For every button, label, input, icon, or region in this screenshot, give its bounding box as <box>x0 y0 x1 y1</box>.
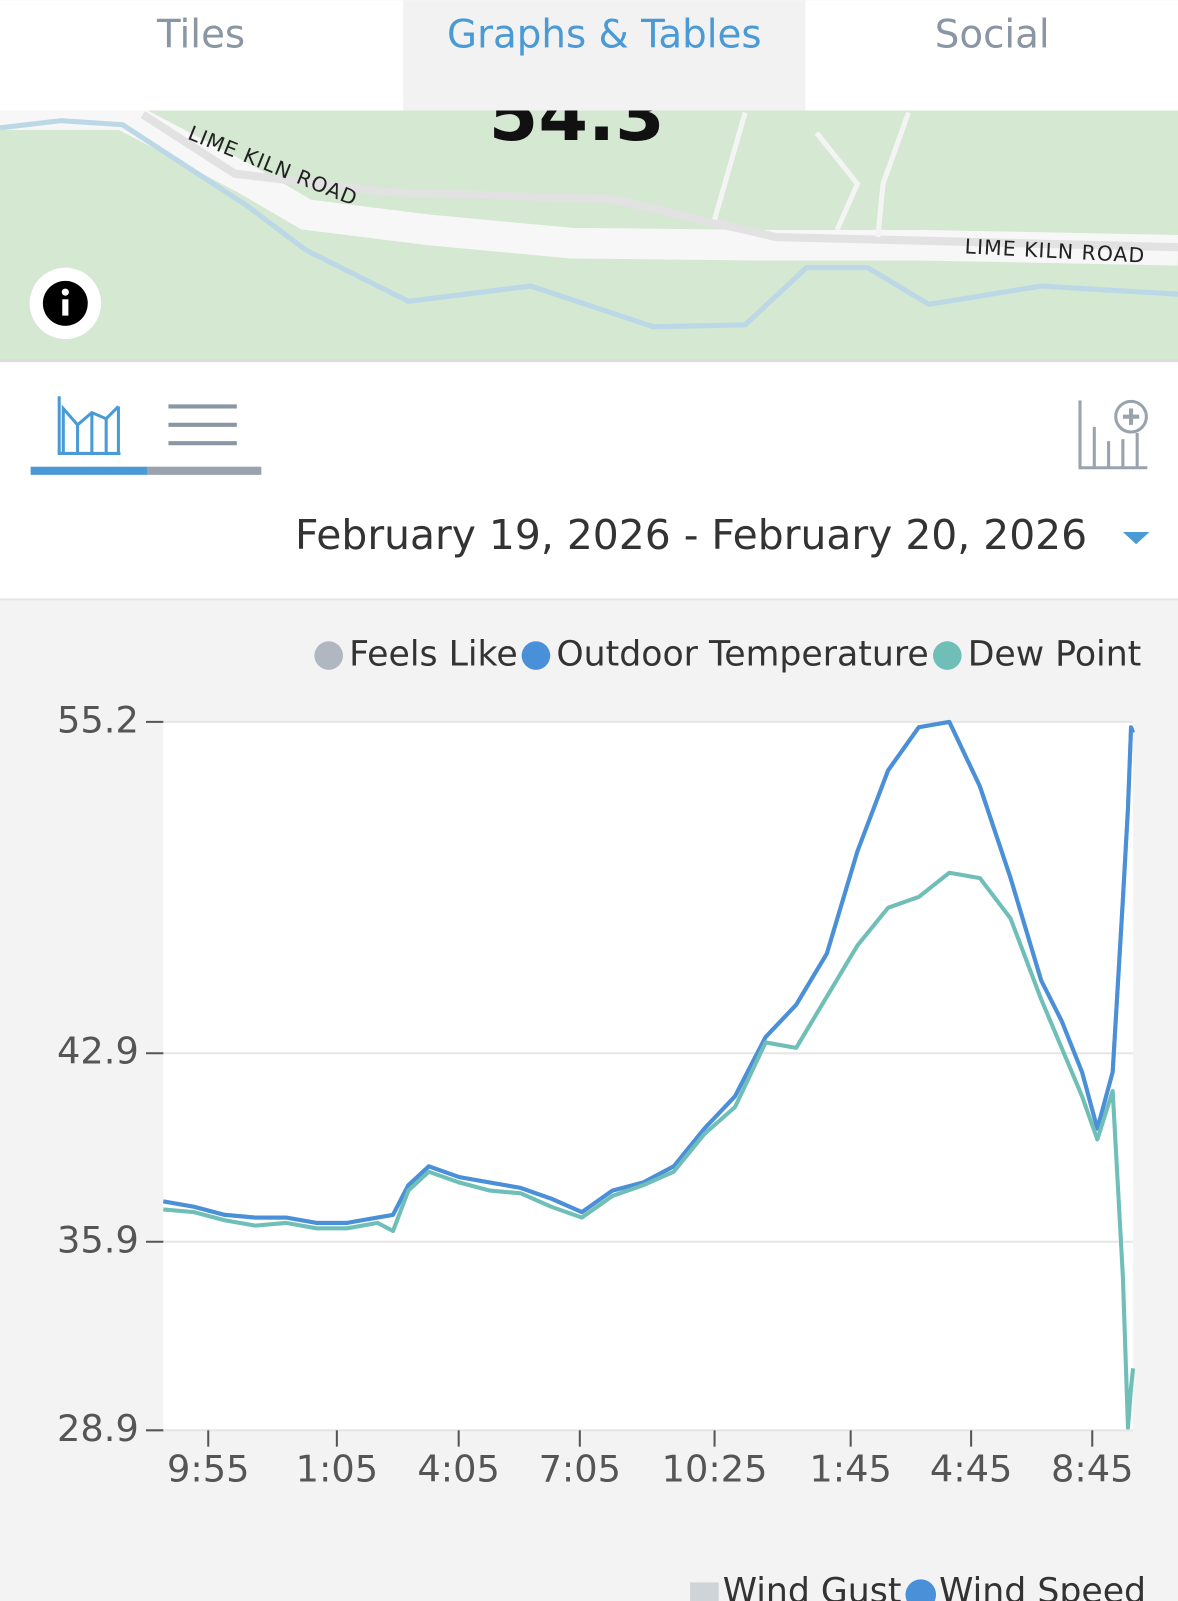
x-tick-label: 9:55 <box>167 1448 250 1491</box>
legend-swatch <box>690 1582 719 1601</box>
x-tick-label: 1:05 <box>296 1448 379 1491</box>
road <box>0 110 1178 266</box>
tab[interactable]: Tiles <box>156 12 245 57</box>
legend-label: Wind Gust <box>723 1572 902 1601</box>
x-tick-label: 4:05 <box>417 1448 500 1491</box>
tab[interactable]: Social <box>935 12 1050 57</box>
y-tick-label: 42.9 <box>57 1030 139 1073</box>
x-tick-label: 8:45 <box>1051 1448 1134 1491</box>
map-value: 54.3 <box>489 74 665 157</box>
legend-label: Outdoor Temperature <box>556 635 928 675</box>
legend-swatch <box>314 641 343 670</box>
table-view-icon[interactable] <box>168 404 237 446</box>
x-tick-label: 1:45 <box>809 1448 892 1491</box>
inactive-indicator <box>146 466 262 475</box>
legend-swatch <box>905 1579 937 1601</box>
y-tick-label: 35.9 <box>57 1218 139 1261</box>
legend-swatch <box>521 641 551 670</box>
legend: Feels Like Outdoor Temperature Dew Point <box>314 635 1141 675</box>
x-tick-label: 7:05 <box>539 1448 622 1491</box>
tab[interactable]: Graphs & Tables <box>447 12 762 57</box>
chart-view-icon[interactable] <box>57 396 121 455</box>
dropdown-arrow[interactable] <box>1122 532 1150 545</box>
plot-area <box>163 721 1134 1431</box>
y-tick-label: 28.9 <box>57 1407 139 1450</box>
legend-label: Feels Like <box>349 635 518 675</box>
x-tick-label: 10:25 <box>662 1448 768 1491</box>
legend-label: Wind Speed <box>939 1572 1146 1601</box>
x-tick-label: 4:45 <box>930 1448 1013 1491</box>
info-icon <box>62 299 69 316</box>
active-indicator <box>30 466 147 475</box>
active-tab-bg <box>403 0 806 111</box>
y-tick-label: 55.2 <box>57 698 139 741</box>
add-chart-icon <box>1122 408 1140 425</box>
info-icon <box>61 288 69 296</box>
series-line <box>162 719 1135 1225</box>
road <box>140 111 1178 252</box>
add-chart-icon[interactable] <box>1078 400 1148 470</box>
path <box>712 111 911 238</box>
legend-swatch <box>933 641 962 670</box>
river <box>0 118 1178 330</box>
legend-label: Dew Point <box>968 635 1142 675</box>
map[interactable]: 54.3 LIME KILN ROAD LIME KILN ROAD <box>0 74 1178 360</box>
series-line <box>163 870 1136 1430</box>
date-range[interactable]: February 19, 2026 - February 20, 2026 <box>295 511 1087 559</box>
toolbar <box>0 359 1178 599</box>
